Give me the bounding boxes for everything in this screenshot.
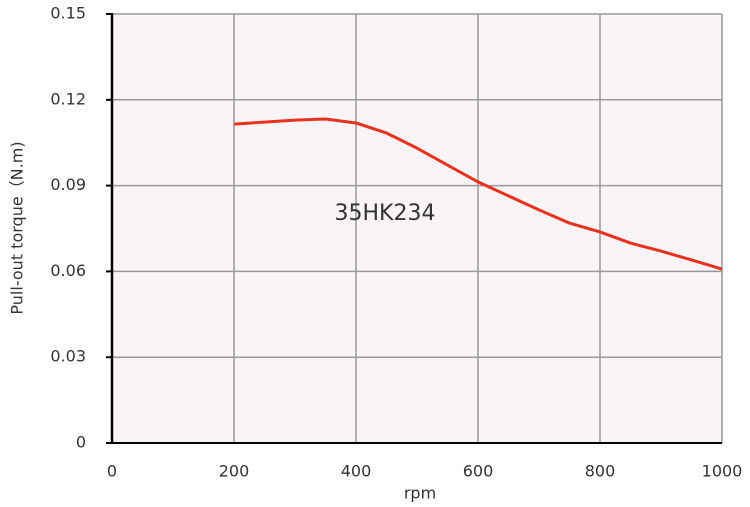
- x-tick-label: 400: [341, 462, 372, 481]
- y-tick-label: 0: [76, 433, 86, 452]
- x-tick-label: 1000: [702, 462, 743, 481]
- y-tick-label: 0.09: [50, 175, 86, 194]
- y-tick-label: 0.12: [50, 89, 86, 108]
- x-tick-label: 600: [463, 462, 494, 481]
- y-tick-label: 0.06: [50, 261, 86, 280]
- x-tick-label: 0: [107, 462, 117, 481]
- line-series: [233, 117, 723, 271]
- x-axis-title: rpm: [404, 484, 436, 503]
- y-axis-title: Pull-out torque（N.m): [8, 141, 27, 314]
- x-tick-label: 800: [585, 462, 616, 481]
- plot-area: [112, 14, 722, 443]
- x-tick-label: 200: [219, 462, 250, 481]
- y-tick-label: 0.03: [50, 347, 86, 366]
- y-tick-label: 0.15: [50, 4, 86, 23]
- annotation: 35HK234: [335, 201, 436, 226]
